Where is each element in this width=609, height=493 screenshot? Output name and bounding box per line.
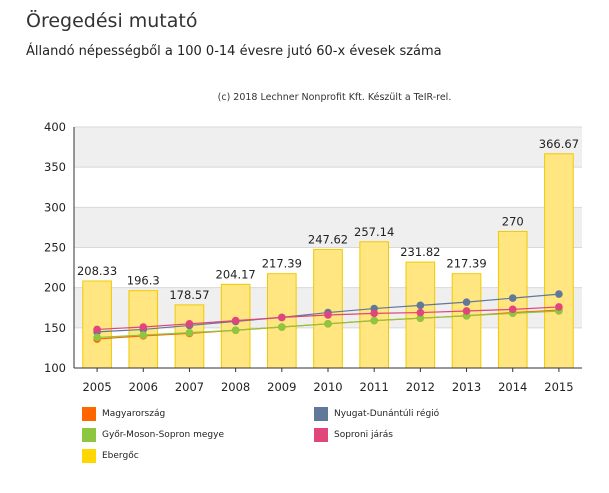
series-point bbox=[93, 333, 101, 342]
series-point bbox=[555, 303, 563, 311]
series-point bbox=[139, 323, 148, 331]
series-point bbox=[185, 320, 194, 328]
bar bbox=[451, 273, 482, 369]
x-tick-label: 2010 bbox=[313, 380, 342, 394]
series-point bbox=[416, 301, 425, 310]
series-point bbox=[508, 294, 517, 302]
chart-credit: (c) 2018 Lechner Nonprofit Kft. Készült … bbox=[217, 92, 452, 103]
x-tick-label: 2011 bbox=[360, 380, 389, 394]
x-tick-label: 2008 bbox=[221, 380, 250, 394]
bar bbox=[220, 283, 251, 369]
series-point bbox=[416, 308, 425, 317]
y-tick-label: 400 bbox=[44, 120, 66, 134]
x-tick-label: 2014 bbox=[498, 380, 527, 394]
x-tick-label: 2009 bbox=[267, 380, 296, 394]
legend-label: Nyugat-Dunántúli régió bbox=[334, 409, 440, 419]
bar-data-label: 247.62 bbox=[308, 232, 348, 246]
grid-band bbox=[74, 207, 582, 248]
y-tick-label: 100 bbox=[44, 361, 66, 375]
x-tick-label: 2013 bbox=[452, 380, 481, 394]
bar-data-label: 178.57 bbox=[169, 288, 209, 302]
x-tick-label: 2007 bbox=[175, 380, 204, 394]
series-point bbox=[139, 331, 148, 339]
bar bbox=[174, 304, 205, 369]
y-tick-label: 350 bbox=[44, 160, 66, 174]
x-tick-label: 2005 bbox=[82, 380, 111, 394]
bar-data-label: 217.39 bbox=[262, 257, 302, 271]
series-point bbox=[324, 311, 332, 319]
bar-data-label: 196.3 bbox=[127, 274, 160, 288]
legend-swatch bbox=[82, 449, 96, 463]
y-tick-label: 200 bbox=[44, 281, 66, 295]
legend-label: Magyarország bbox=[102, 409, 166, 419]
bar-data-label: 204.17 bbox=[216, 267, 256, 281]
series-point bbox=[555, 290, 563, 298]
series-point bbox=[231, 326, 240, 335]
bar-data-label: 217.39 bbox=[446, 257, 486, 271]
chart-subtitle: Állandó népességből a 100 0-14 évesre ju… bbox=[26, 44, 442, 59]
legend-item-magyarorszag[interactable]: Magyarország bbox=[82, 406, 165, 422]
y-tick-label: 150 bbox=[44, 321, 66, 335]
series-point bbox=[93, 325, 101, 334]
x-tick-label: 2015 bbox=[544, 380, 573, 394]
bar-data-label: 231.82 bbox=[400, 245, 440, 259]
bar bbox=[313, 248, 343, 369]
series-point bbox=[462, 298, 471, 306]
bar-data-label: 270 bbox=[502, 214, 524, 228]
series-point bbox=[278, 323, 286, 331]
legend-label: Soproni járás bbox=[334, 430, 393, 440]
series-point bbox=[278, 313, 286, 322]
legend-item-soproni-jaras[interactable]: Soproni járás bbox=[314, 427, 393, 443]
series-point bbox=[185, 328, 194, 337]
series-point bbox=[508, 305, 517, 314]
chart-title: Öregedési mutató bbox=[26, 10, 198, 32]
series-point bbox=[370, 309, 378, 318]
legend-swatch bbox=[82, 428, 96, 442]
grid-band bbox=[74, 127, 582, 168]
chart-area: 100 150 200 250 300 350 400 208.33 196.3 178.57 20… bbox=[44, 120, 582, 394]
bar-data-label: 208.33 bbox=[77, 264, 117, 278]
legend-item-nyugat-dunantuli[interactable]: Nyugat-Dunántúli régió bbox=[314, 406, 439, 422]
series-point bbox=[324, 320, 332, 328]
y-tick-label: 250 bbox=[44, 241, 66, 255]
x-tick-label: 2012 bbox=[406, 380, 435, 394]
series-point bbox=[370, 316, 378, 325]
bar-data-label: 366.67 bbox=[539, 137, 579, 151]
y-tick-label: 300 bbox=[44, 200, 66, 214]
legend-item-ebergoc[interactable]: Ebergőc bbox=[82, 448, 139, 464]
legend-item-gyor-moson-sopron[interactable]: Győr-Moson-Sopron megye bbox=[82, 427, 224, 443]
legend-label: Győr-Moson-Sopron megye bbox=[102, 430, 224, 440]
bar bbox=[544, 153, 574, 369]
series-point bbox=[462, 307, 471, 315]
legend-label: Ebergőc bbox=[102, 451, 139, 461]
bar bbox=[82, 280, 112, 369]
bar-data-label: 257.14 bbox=[354, 225, 394, 239]
legend-swatch bbox=[82, 407, 96, 421]
legend-swatch bbox=[314, 407, 328, 421]
series-point bbox=[231, 316, 240, 325]
x-tick-label: 2006 bbox=[129, 380, 158, 394]
series-point bbox=[416, 314, 425, 322]
legend-swatch bbox=[314, 428, 328, 442]
